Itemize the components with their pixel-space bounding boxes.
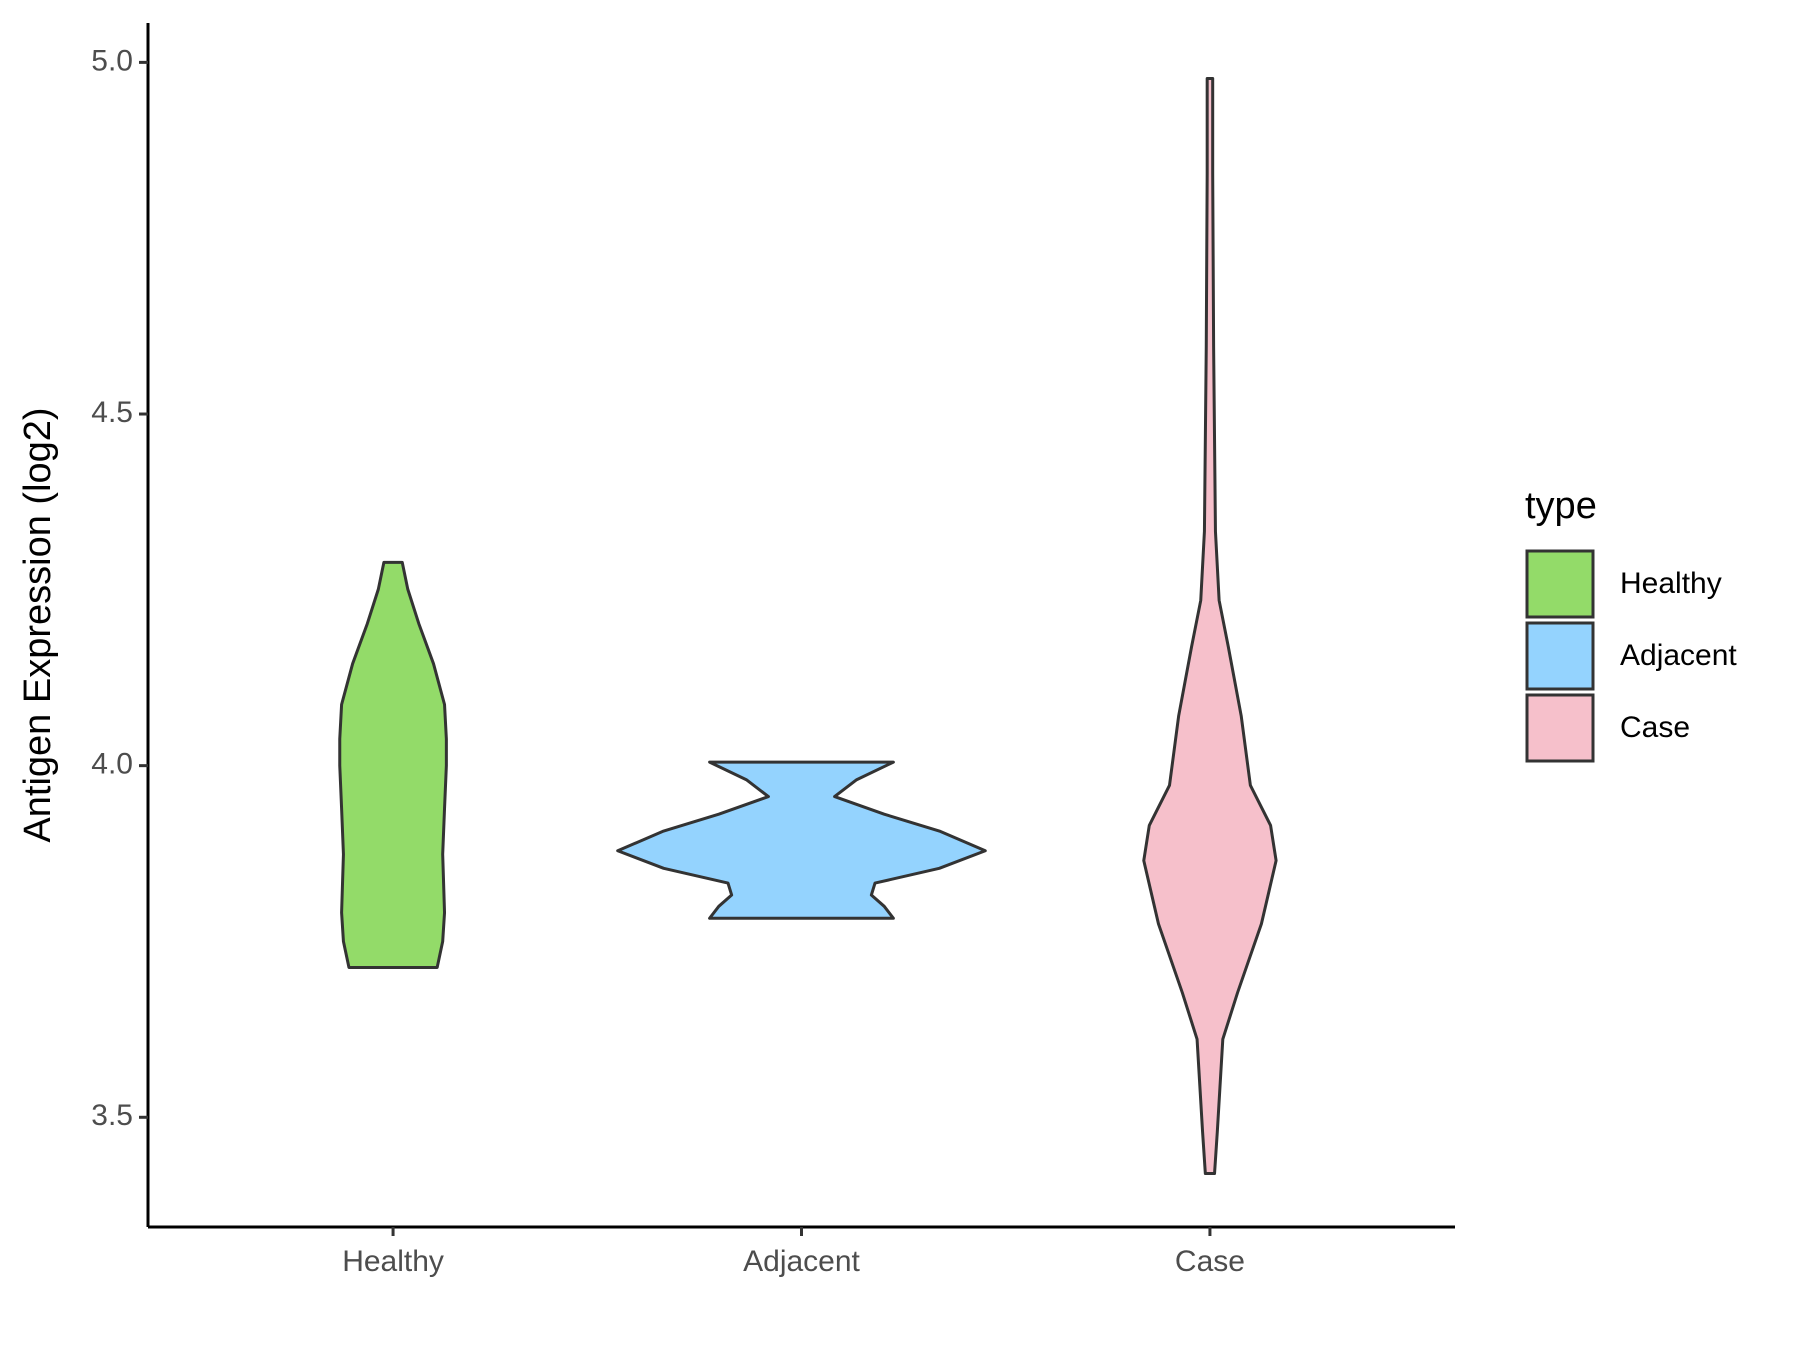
legend-label: Adjacent bbox=[1620, 639, 1737, 672]
x-tick-label: Adjacent bbox=[743, 1245, 860, 1278]
violin bbox=[1142, 77, 1278, 1176]
legend-key bbox=[1525, 693, 1595, 763]
y-tick-label: 4.0 bbox=[91, 748, 133, 781]
legend-title: type bbox=[1525, 485, 1597, 527]
legend-label: Healthy bbox=[1620, 567, 1722, 600]
x-tick-label: Case bbox=[1175, 1245, 1245, 1278]
y-axis-title: Antigen Expression (log2) bbox=[17, 407, 59, 842]
legend-label: Case bbox=[1620, 711, 1690, 744]
y-tick-label: 5.0 bbox=[91, 44, 133, 77]
legend-key bbox=[1525, 549, 1595, 619]
x-tick-label: Healthy bbox=[342, 1245, 444, 1278]
violin bbox=[616, 760, 987, 920]
y-tick-label: 4.5 bbox=[91, 396, 133, 429]
y-tick-label: 3.5 bbox=[91, 1099, 133, 1132]
violin bbox=[338, 560, 448, 969]
legend-key bbox=[1525, 621, 1595, 691]
